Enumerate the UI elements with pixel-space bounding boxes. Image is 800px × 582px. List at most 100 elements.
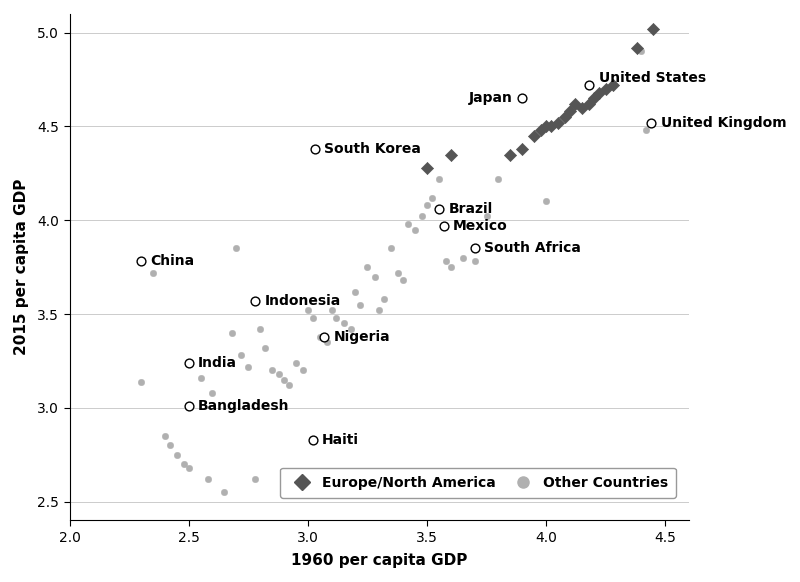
Point bbox=[134, 377, 147, 386]
Point bbox=[378, 294, 390, 304]
Point bbox=[273, 370, 286, 379]
Point bbox=[645, 118, 658, 127]
Point bbox=[290, 358, 302, 367]
Point bbox=[266, 365, 278, 375]
Point bbox=[202, 474, 214, 484]
Point bbox=[582, 100, 595, 109]
Point bbox=[630, 43, 643, 52]
Text: Nigeria: Nigeria bbox=[334, 329, 390, 343]
Point bbox=[330, 313, 343, 322]
Point bbox=[647, 24, 660, 34]
Point bbox=[306, 435, 319, 444]
Point bbox=[385, 244, 398, 253]
Text: Brazil: Brazil bbox=[449, 202, 493, 216]
Point bbox=[373, 306, 386, 315]
Point bbox=[438, 221, 450, 230]
Point bbox=[249, 296, 262, 306]
Text: South Korea: South Korea bbox=[325, 142, 422, 156]
Text: China: China bbox=[150, 254, 194, 268]
Point bbox=[416, 212, 429, 221]
Point bbox=[587, 94, 600, 103]
Point bbox=[545, 122, 558, 131]
Text: Haiti: Haiti bbox=[322, 432, 359, 447]
Point bbox=[540, 197, 553, 206]
Point bbox=[302, 306, 314, 315]
Point bbox=[468, 244, 481, 253]
Point bbox=[361, 262, 374, 272]
Point bbox=[433, 174, 446, 183]
Point bbox=[528, 131, 541, 140]
Point bbox=[516, 94, 529, 103]
Point bbox=[344, 324, 357, 333]
Point bbox=[392, 268, 405, 278]
Point bbox=[468, 257, 481, 266]
Point bbox=[575, 103, 588, 112]
Point bbox=[163, 441, 176, 450]
Point bbox=[558, 112, 571, 122]
Point bbox=[582, 80, 595, 90]
Point bbox=[421, 163, 434, 172]
X-axis label: 1960 per capita GDP: 1960 per capita GDP bbox=[291, 553, 467, 568]
Text: Mexico: Mexico bbox=[453, 219, 508, 233]
Point bbox=[640, 126, 653, 135]
Point bbox=[306, 313, 319, 322]
Point bbox=[134, 257, 147, 266]
Point bbox=[552, 118, 565, 127]
Point bbox=[206, 388, 219, 398]
Point bbox=[516, 144, 529, 154]
Text: Indonesia: Indonesia bbox=[265, 294, 341, 308]
Point bbox=[182, 401, 195, 410]
Point bbox=[230, 244, 242, 253]
Point bbox=[337, 319, 350, 328]
Point bbox=[402, 219, 414, 229]
Point bbox=[282, 381, 295, 390]
Point bbox=[368, 272, 381, 281]
Point bbox=[409, 225, 422, 235]
Y-axis label: 2015 per capita GDP: 2015 per capita GDP bbox=[14, 179, 29, 356]
Point bbox=[318, 332, 331, 341]
Point bbox=[218, 488, 231, 497]
Point bbox=[314, 332, 326, 341]
Point bbox=[349, 287, 362, 296]
Text: United States: United States bbox=[598, 70, 706, 84]
Point bbox=[258, 343, 271, 353]
Point bbox=[444, 150, 457, 159]
Point bbox=[421, 201, 434, 210]
Point bbox=[599, 84, 612, 94]
Text: Bangladesh: Bangladesh bbox=[198, 399, 290, 413]
Text: South Africa: South Africa bbox=[484, 242, 581, 255]
Legend: Europe/North America, Other Countries: Europe/North America, Other Countries bbox=[280, 467, 676, 498]
Point bbox=[444, 262, 457, 272]
Point bbox=[492, 174, 505, 183]
Point bbox=[254, 324, 266, 333]
Point bbox=[504, 150, 517, 159]
Point bbox=[480, 212, 493, 221]
Text: Japan: Japan bbox=[469, 91, 513, 105]
Point bbox=[440, 257, 453, 266]
Text: India: India bbox=[198, 356, 237, 370]
Point bbox=[354, 300, 366, 309]
Point bbox=[592, 88, 605, 97]
Point bbox=[397, 276, 410, 285]
Point bbox=[249, 474, 262, 484]
Point bbox=[563, 107, 576, 116]
Point bbox=[182, 463, 195, 473]
Point bbox=[426, 193, 438, 203]
Point bbox=[234, 350, 247, 360]
Point bbox=[115, 520, 128, 529]
Point bbox=[540, 122, 553, 131]
Point bbox=[170, 450, 183, 459]
Point bbox=[178, 459, 190, 469]
Point bbox=[433, 204, 446, 214]
Point bbox=[278, 375, 290, 384]
Point bbox=[309, 144, 322, 154]
Point bbox=[182, 358, 195, 367]
Point bbox=[242, 362, 254, 371]
Point bbox=[568, 100, 581, 109]
Point bbox=[606, 80, 619, 90]
Point bbox=[194, 373, 207, 382]
Point bbox=[146, 268, 159, 278]
Point bbox=[535, 126, 548, 135]
Point bbox=[456, 253, 469, 262]
Text: United Kingdom: United Kingdom bbox=[661, 116, 786, 130]
